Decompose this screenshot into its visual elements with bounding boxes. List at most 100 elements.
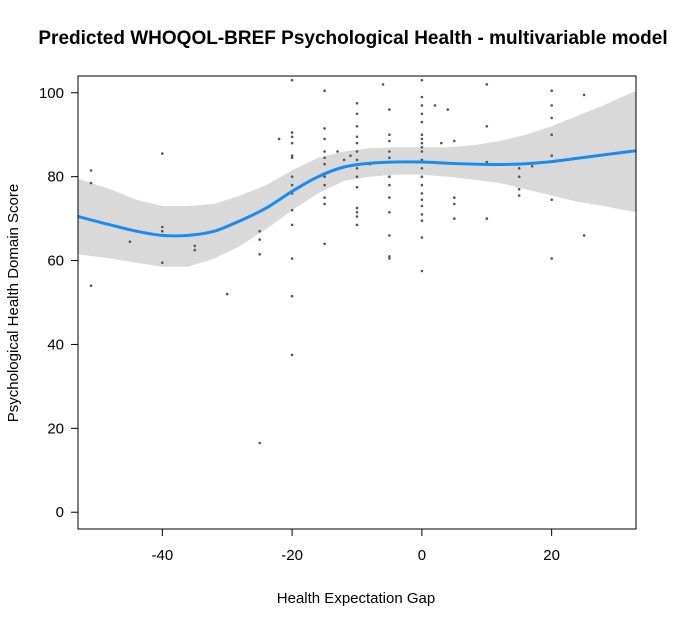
data-point [355, 185, 359, 189]
data-point [290, 257, 294, 260]
data-point [388, 139, 391, 143]
data-point [277, 137, 281, 141]
data-point [420, 78, 424, 82]
fitted-line [78, 149, 636, 238]
data-point [420, 146, 424, 149]
data-point [388, 150, 391, 153]
data-point [420, 198, 424, 201]
data-point [355, 211, 359, 214]
data-point [336, 150, 339, 153]
data-point [550, 104, 553, 107]
data-point [323, 242, 326, 246]
data-point [420, 141, 424, 145]
data-point [388, 257, 391, 260]
data-point [89, 169, 93, 172]
data-point [388, 255, 391, 258]
data-point [420, 219, 424, 222]
data-point [342, 158, 346, 162]
data-point [161, 229, 164, 233]
data-point [128, 240, 132, 243]
data-point [290, 154, 294, 157]
data-point [290, 175, 294, 178]
data-point [161, 225, 164, 229]
data-point [388, 234, 391, 237]
data-point [388, 211, 391, 214]
confidence-band [78, 90, 636, 267]
data-point [381, 83, 385, 86]
data-point [582, 234, 586, 237]
data-point [161, 152, 164, 155]
data-point [550, 116, 553, 120]
data-point [355, 125, 359, 128]
data-point [193, 244, 197, 248]
data-point [550, 133, 553, 136]
data-point [258, 253, 262, 256]
data-point [323, 89, 326, 92]
data-point [420, 133, 424, 136]
data-point [420, 150, 424, 153]
x-tick-label: 20 [543, 547, 560, 564]
data-point [420, 213, 424, 216]
data-point [323, 127, 326, 130]
data-point [388, 108, 391, 111]
plot-frame [77, 75, 637, 530]
chart-title: Predicted WHOQOL-BREF Psychological Heal… [38, 28, 668, 49]
axes-layer: -40 -20 0 20 0 20 40 60 80 100 [39, 75, 637, 564]
y-tick-label: 80 [47, 169, 64, 186]
data-point [89, 181, 93, 185]
data-point [355, 158, 359, 162]
data-point [355, 206, 359, 210]
data-point [420, 204, 424, 208]
x-axis-label: Health Expectation Gap [277, 590, 435, 607]
data-point [323, 196, 326, 199]
data-point [440, 141, 443, 145]
data-point [323, 202, 326, 206]
data-point [290, 353, 294, 357]
data-point [420, 104, 424, 107]
data-point [290, 141, 294, 145]
data-point [420, 112, 424, 116]
data-point [420, 192, 424, 195]
data-point [582, 93, 586, 97]
x-tick-label: -40 [152, 547, 174, 564]
data-point [433, 104, 437, 107]
data-point [349, 154, 352, 157]
data-point [517, 175, 521, 178]
data-point [355, 175, 359, 178]
data-point [89, 284, 93, 288]
data-point [355, 215, 359, 218]
data-point [517, 194, 521, 197]
data-point [388, 196, 391, 199]
data-point [485, 125, 489, 128]
y-tick-label: 60 [47, 253, 64, 270]
data-point [323, 183, 326, 187]
data-point [290, 294, 294, 298]
data-point [550, 89, 553, 92]
y-tick-label: 100 [39, 85, 64, 102]
y-tick-label: 40 [47, 336, 64, 353]
data-point [453, 196, 456, 199]
data-point [290, 156, 294, 160]
data-point [420, 95, 424, 99]
data-point [258, 441, 262, 445]
data-point [530, 164, 534, 168]
data-point [420, 269, 424, 273]
scatter-points-layer [89, 78, 586, 445]
data-point [290, 223, 294, 227]
data-point [446, 108, 450, 111]
data-point [323, 156, 326, 160]
data-point [420, 183, 424, 187]
smooth-line-layer [78, 149, 636, 238]
data-point [485, 217, 489, 220]
data-point [323, 175, 326, 178]
data-point [420, 236, 424, 239]
data-point [290, 183, 294, 187]
data-point [485, 160, 489, 164]
data-point [290, 135, 294, 139]
x-tick-label: -20 [281, 547, 303, 564]
data-point [420, 167, 424, 170]
data-point [550, 198, 553, 201]
data-point [193, 248, 197, 252]
data-point [420, 120, 424, 124]
y-tick-label: 20 [47, 420, 64, 437]
